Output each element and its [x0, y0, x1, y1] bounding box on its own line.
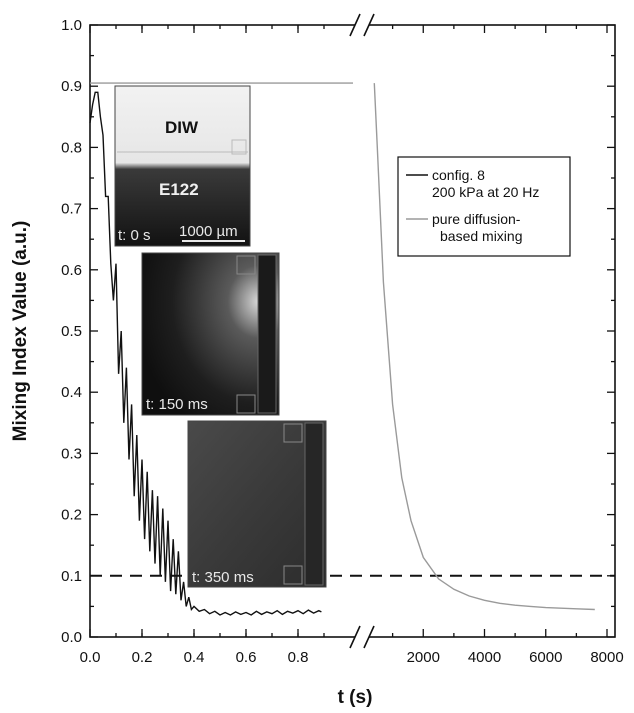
- inset-label-bottom: E122: [159, 180, 199, 199]
- axis-tick-labels: 0.0 0.1 0.2 0.3 0.4 0.5 0.6 0.7 0.8 0.9 1.0 0.0 0.2 0…: [61, 17, 624, 666]
- inset-image-150ms: [141, 252, 280, 416]
- series-line-config8: [89, 91, 322, 616]
- inset-channel-port: [283, 565, 303, 585]
- x-tick-label: 0.6: [236, 649, 257, 666]
- inset-label-top: DIW: [165, 118, 199, 137]
- inset-micrograph-350ms: t: 350 ms: [187, 420, 327, 588]
- x-tick-label: 0.2: [132, 649, 153, 666]
- x-tick-label: 4000: [468, 649, 501, 666]
- y-tick-label: 0.9: [61, 78, 82, 95]
- x-tick-label: 0.8: [288, 649, 309, 666]
- inset-micrograph-150ms: t: 150 ms: [141, 252, 280, 416]
- inset-channel-wall: [304, 422, 324, 586]
- y-tick-label: 0.4: [61, 384, 82, 401]
- legend-box: [397, 156, 571, 257]
- x-tick-label: 8000: [590, 649, 623, 666]
- axis-break-marks: [349, 13, 375, 649]
- legend: config. 8 200 kPa at 20 Hz pure diffusio…: [397, 156, 571, 257]
- inset-image-0s: [114, 85, 251, 247]
- y-tick-label: 0.5: [61, 323, 82, 340]
- y-tick-label: 0.1: [61, 568, 82, 585]
- y-tick-label: 0.7: [61, 201, 82, 218]
- y-tick-label: 0.0: [61, 629, 82, 646]
- legend-label-diffusion: pure diffusion- based mixing: [432, 211, 524, 244]
- x-tick-label: 2000: [407, 649, 440, 666]
- x-tick-label: 6000: [529, 649, 562, 666]
- x-tick-label: 0.0: [80, 649, 101, 666]
- y-tick-label: 0.2: [61, 507, 82, 524]
- inset-channel-wall: [231, 139, 247, 155]
- scale-bar-label: 1000 µm: [179, 223, 238, 240]
- inset-time-label-350ms: t: 350 ms: [192, 569, 254, 586]
- y-tick-label: 0.8: [61, 139, 82, 156]
- inset-time-label-150ms: t: 150 ms: [146, 396, 208, 413]
- axis-break-gap-bottom: [355, 632, 369, 642]
- axis-break-gap-top: [355, 20, 369, 30]
- y-tick-label: 0.3: [61, 445, 82, 462]
- axis-ticks: [89, 24, 615, 638]
- series-line-diffusion-right: [373, 83, 595, 611]
- y-tick-label: 0.6: [61, 262, 82, 279]
- inset-channel-port: [236, 394, 256, 414]
- legend-label-config8: config. 8 200 kPa at 20 Hz: [432, 167, 539, 200]
- y-tick-label: 1.0: [61, 17, 82, 34]
- inset-time-label-0s: t: 0 s: [118, 227, 151, 244]
- y-axis-title: Mixing Index Value (a.u.): [10, 221, 31, 442]
- inset-channel-port: [236, 255, 256, 275]
- inset-micrograph-0s: DIW E122 t: 0 s 1000 µm: [114, 85, 251, 247]
- inset-image-350ms: [187, 420, 327, 588]
- inset-channel-port: [283, 423, 303, 443]
- x-tick-label: 0.4: [184, 649, 205, 666]
- x-axis-title: t (s): [338, 687, 373, 708]
- inset-channel-wall: [257, 254, 277, 414]
